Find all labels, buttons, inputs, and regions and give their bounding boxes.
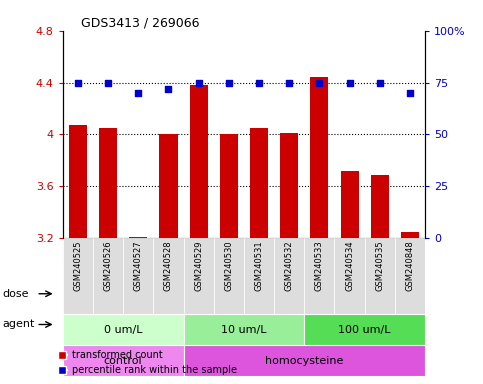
Legend: transformed count, percentile rank within the sample: transformed count, percentile rank withi… xyxy=(53,346,241,379)
Text: GSM240527: GSM240527 xyxy=(134,240,143,291)
Point xyxy=(165,86,172,92)
Point xyxy=(134,90,142,96)
Bar xyxy=(304,238,334,314)
Bar xyxy=(250,128,268,238)
Bar xyxy=(63,345,184,376)
Text: dose: dose xyxy=(2,289,29,299)
Point xyxy=(346,79,354,86)
Point xyxy=(376,79,384,86)
Bar xyxy=(93,238,123,314)
Bar xyxy=(274,238,304,314)
Text: agent: agent xyxy=(2,319,35,329)
Text: GSM240534: GSM240534 xyxy=(345,240,354,291)
Bar xyxy=(365,238,395,314)
Point xyxy=(195,79,202,86)
Text: GSM240526: GSM240526 xyxy=(103,240,113,291)
Bar xyxy=(99,128,117,238)
Point xyxy=(225,79,233,86)
Bar xyxy=(184,238,213,314)
Text: GDS3413 / 269066: GDS3413 / 269066 xyxy=(81,17,199,30)
Text: 10 um/L: 10 um/L xyxy=(221,324,267,335)
Text: 0 um/L: 0 um/L xyxy=(104,324,142,335)
Bar xyxy=(341,171,358,238)
Text: GSM240531: GSM240531 xyxy=(255,240,264,291)
Bar xyxy=(395,238,425,314)
Bar xyxy=(159,134,178,238)
Text: 100 um/L: 100 um/L xyxy=(339,324,391,335)
Point xyxy=(104,79,112,86)
Bar xyxy=(311,78,328,238)
Text: GSM240533: GSM240533 xyxy=(315,240,324,291)
Bar xyxy=(154,238,184,314)
Bar xyxy=(189,85,208,238)
Bar xyxy=(220,134,238,238)
Text: GSM240528: GSM240528 xyxy=(164,240,173,291)
Bar xyxy=(401,232,419,238)
Text: GSM240529: GSM240529 xyxy=(194,240,203,291)
Bar xyxy=(184,314,304,345)
Point xyxy=(285,79,293,86)
Text: GSM240530: GSM240530 xyxy=(224,240,233,291)
Point xyxy=(255,79,263,86)
Text: GSM240525: GSM240525 xyxy=(73,240,83,291)
Text: GSM240532: GSM240532 xyxy=(284,240,294,291)
Bar xyxy=(213,238,244,314)
Bar xyxy=(280,133,298,238)
Bar xyxy=(244,238,274,314)
Point xyxy=(406,90,414,96)
Bar xyxy=(63,238,93,314)
Bar xyxy=(69,125,87,238)
Point xyxy=(74,79,82,86)
Bar xyxy=(371,175,389,238)
Bar xyxy=(334,238,365,314)
Bar xyxy=(184,345,425,376)
Bar xyxy=(304,314,425,345)
Text: control: control xyxy=(104,356,142,366)
Text: GSM240848: GSM240848 xyxy=(405,240,414,291)
Bar xyxy=(63,314,184,345)
Text: homocysteine: homocysteine xyxy=(265,356,343,366)
Point xyxy=(315,79,323,86)
Bar xyxy=(123,238,154,314)
Text: GSM240535: GSM240535 xyxy=(375,240,384,291)
Bar xyxy=(129,237,147,238)
